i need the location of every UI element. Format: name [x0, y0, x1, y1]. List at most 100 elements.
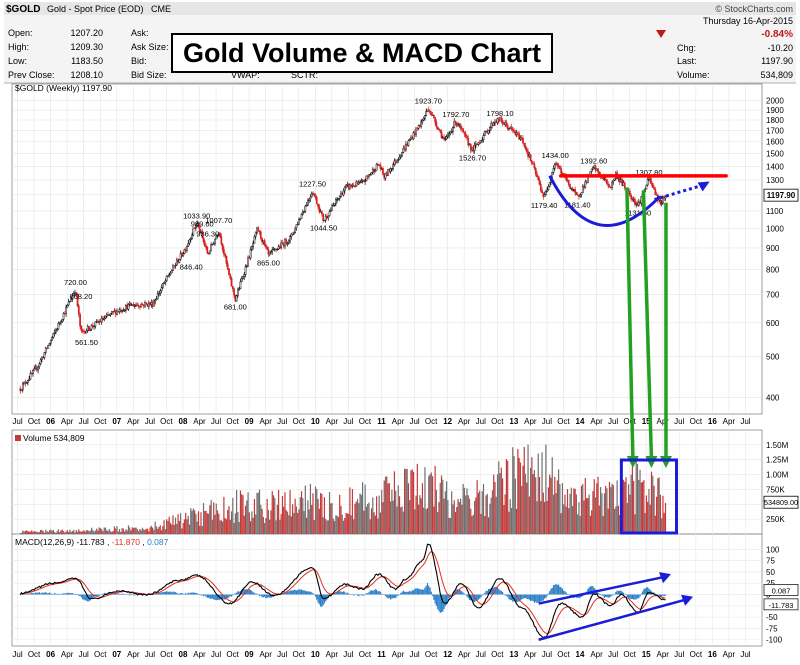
volume-bar [533, 470, 536, 534]
volume-bar [38, 531, 40, 534]
macd-hist-bar [657, 594, 659, 596]
volume-bar [99, 528, 102, 534]
price-annotation: 846.40 [180, 262, 203, 271]
macd-hist-bar [178, 593, 180, 595]
macd-hist-bar [541, 594, 543, 601]
candle-body [24, 381, 27, 384]
volume-bar [461, 504, 463, 534]
volume-bar [219, 520, 221, 534]
macd-lines [19, 543, 666, 639]
macd-hist-bar [638, 594, 640, 599]
volume-bar [251, 511, 253, 534]
macd-hist-bar [229, 594, 231, 597]
candle-body [62, 313, 65, 320]
candle-body [253, 236, 256, 244]
macd-hist-bar [180, 593, 182, 595]
volume-bar [107, 530, 109, 534]
macd-hist-bar [177, 593, 179, 595]
macd-hist-bar [283, 593, 285, 595]
macd-hist-bar [561, 588, 564, 595]
candle-body [307, 200, 309, 206]
candle-body [517, 132, 519, 134]
volume-bar [230, 511, 233, 534]
macd-hist-bar [300, 589, 303, 595]
candle-body [322, 213, 325, 221]
candle-body [612, 180, 615, 183]
volume-bar [144, 529, 146, 534]
macd-hist-bar [518, 594, 520, 602]
price-tick-label: 1300 [766, 176, 784, 185]
volume-bar [528, 496, 530, 534]
volume-bar [31, 530, 33, 534]
candle-body [475, 143, 477, 146]
macd-hist-bar [85, 594, 88, 601]
volume-bar [364, 484, 366, 534]
macd-hist-bar [460, 590, 462, 595]
candle-body [211, 243, 214, 246]
price-annotation: 1131.60 [625, 209, 652, 218]
volume-bar [496, 474, 499, 534]
macd-hist-bar [139, 594, 141, 596]
candle-body [514, 131, 517, 135]
volume-bar [659, 494, 662, 534]
volume-bar [376, 496, 378, 534]
candle-body [581, 186, 584, 193]
quote-header: $GOLD Gold - Spot Price (EOD) CME © Stoc… [0, 0, 800, 84]
macd-hist-bar [89, 594, 91, 601]
volume-bar [570, 487, 572, 534]
candle-body [373, 169, 375, 173]
candle-body [192, 227, 195, 236]
volume-bar [569, 493, 571, 534]
volume-bar [634, 514, 636, 534]
candle-body [447, 134, 449, 138]
macd-hist-bar [602, 594, 604, 596]
macd-hist-bar [79, 594, 81, 597]
volume-bar [381, 489, 383, 534]
candle-body [335, 199, 337, 205]
macd-hist-bar [508, 594, 510, 600]
macd-hist-bar [294, 589, 296, 595]
volume-bar [246, 500, 248, 534]
candle-body [99, 321, 102, 323]
macd-hist-bar [162, 592, 164, 595]
macd-hist-bar [61, 593, 63, 595]
candle-body [445, 136, 448, 140]
macd-hist-bar [505, 594, 508, 596]
volume-bar [242, 495, 244, 534]
volume-bar [262, 517, 264, 534]
candle-body [387, 169, 389, 176]
volume-bar [448, 517, 450, 534]
volume-bar [293, 513, 295, 534]
volume-bar [643, 480, 645, 534]
macd-hist-bar [55, 593, 57, 595]
exchange: CME [151, 4, 171, 14]
volume-bar [225, 519, 228, 534]
candle-body [560, 168, 562, 174]
volume-bar [598, 505, 600, 534]
candle-body [20, 389, 23, 392]
volume-bar [160, 530, 163, 534]
volume-bar [112, 530, 114, 534]
macd-hist-bar [467, 594, 469, 599]
volume-bar [145, 528, 147, 534]
price-annotation: 668.20 [69, 292, 92, 301]
macd-hist-bar [476, 594, 478, 601]
vwap-label: VWAP: [231, 70, 260, 80]
candle-body [417, 125, 420, 129]
quote-left: Open: 1207.20 High: 1209.30 Low: 1183.50… [8, 28, 103, 80]
volume-bar [424, 467, 426, 534]
candle-body [56, 328, 59, 331]
macd-hist-bar [74, 593, 76, 595]
macd-hist-bar [97, 594, 99, 597]
candle-body [603, 178, 606, 180]
candle-body [116, 310, 118, 315]
macd-hist-bar [73, 593, 75, 595]
macd-hist-bar [38, 592, 40, 595]
price-annotation: 1007.70 [205, 216, 232, 225]
candle-body [397, 159, 400, 161]
volume-bar [391, 489, 393, 534]
x-tick-label: 11 [377, 417, 386, 426]
candle-body [30, 373, 33, 375]
volume-bar [83, 530, 85, 534]
